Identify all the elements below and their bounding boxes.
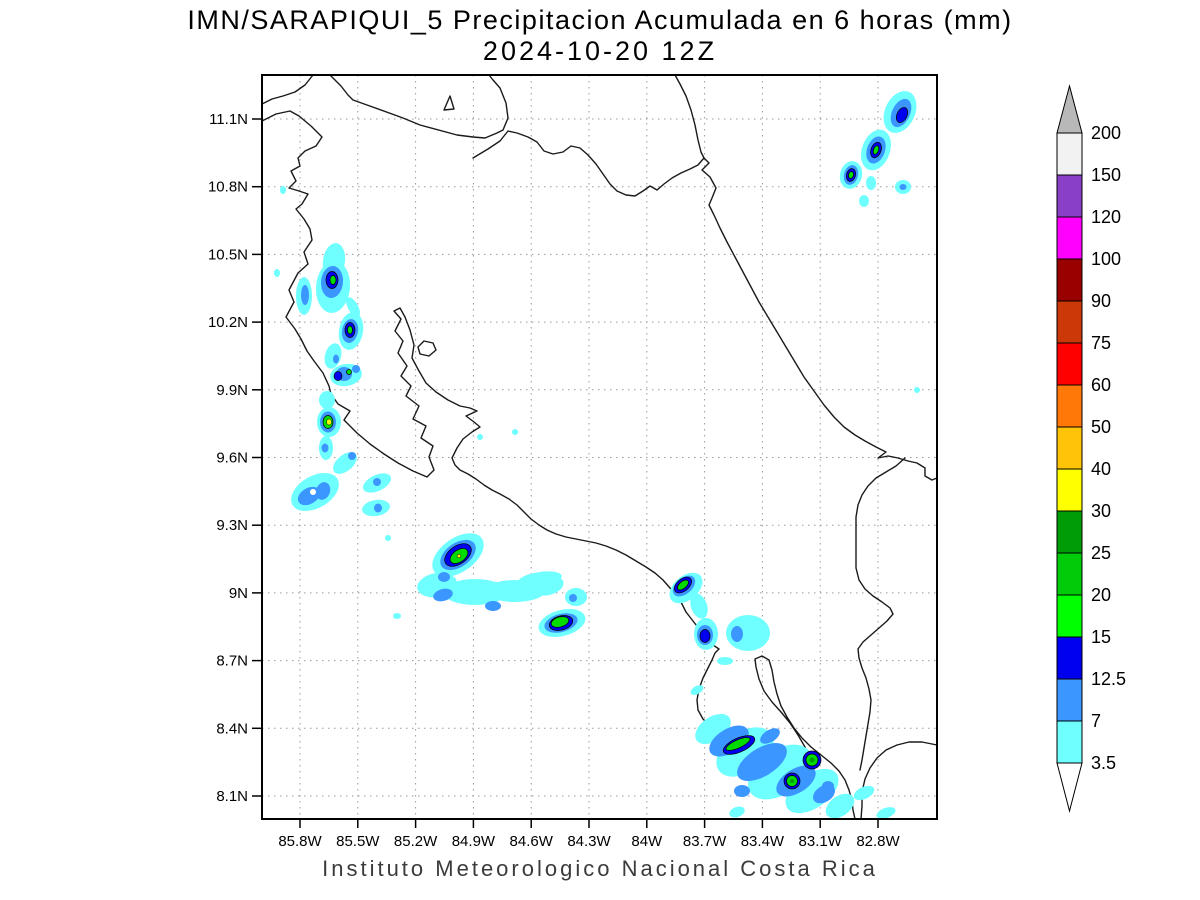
colorbar-segment xyxy=(1056,636,1083,680)
graticule-gridlines xyxy=(262,75,937,819)
colorbar-label: 25 xyxy=(1091,543,1111,563)
colorbar-label: 90 xyxy=(1091,291,1111,311)
lon-tick-label: 83.7W xyxy=(683,833,727,850)
colorbar-legend: 200 150 120 100 90 75 60 50 40 30 25 20 15 12.5 7 3.5 xyxy=(1056,84,1126,813)
lon-tick-label: 84.9W xyxy=(452,833,496,850)
colorbar-segment xyxy=(1056,552,1083,596)
lon-tick-label: 82.8W xyxy=(856,833,900,850)
lat-tick-label: 11.1N xyxy=(209,111,248,128)
colorbar-segment xyxy=(1056,258,1083,302)
colorbar-label: 120 xyxy=(1091,207,1121,227)
colorbar-segment xyxy=(1056,132,1083,176)
ometepe-island xyxy=(443,95,455,111)
colorbar-segment xyxy=(1056,468,1083,512)
valid-time-subtitle: 2024-10-20 12Z xyxy=(482,36,718,66)
colorbar-label: 20 xyxy=(1091,585,1111,605)
colorbar-segment xyxy=(1056,342,1083,386)
axis-ticks xyxy=(252,118,879,828)
nicaragua-pacific-coast xyxy=(261,74,314,105)
lat-tick-label: 8.4N xyxy=(216,720,248,737)
colorbar-segment xyxy=(1056,678,1083,722)
colorbar-label: 12.5 xyxy=(1091,669,1126,689)
colorbar-label: 7 xyxy=(1091,711,1101,731)
lon-tick-label: 85.2W xyxy=(394,833,438,850)
caribbean-coast-nicaragua-north xyxy=(674,74,705,159)
colorbar-label: 40 xyxy=(1091,459,1111,479)
panama-border xyxy=(855,457,906,771)
colorbar-label: 100 xyxy=(1091,249,1121,269)
nicaragua-border-and-caribbean-coast xyxy=(472,130,938,481)
colorbar-segment xyxy=(1056,594,1083,638)
colorbar-label: 30 xyxy=(1091,501,1111,521)
lat-tick-label: 8.1N xyxy=(216,788,248,805)
lon-tick-label: 84.6W xyxy=(510,833,554,850)
colorbar-label: 200 xyxy=(1091,123,1121,143)
axis-labels: 11.1N 10.8N 10.5N 10.2N 9.9N 9.6N 9.3N 9N 8.7N 8.… xyxy=(208,111,901,850)
lat-tick-label: 8.7N xyxy=(216,653,248,670)
contour-hole xyxy=(310,489,316,495)
colorbar-segment xyxy=(1056,720,1083,764)
page-title: IMN/SARAPIQUI_5 Precipitacion Acumulada … xyxy=(187,5,1013,35)
colorbar-label: 15 xyxy=(1091,627,1111,647)
colorbar-segment xyxy=(1056,216,1083,260)
plot-frame xyxy=(261,74,938,820)
precip-band-7-12p5 xyxy=(297,98,912,804)
colorbar-segment xyxy=(1056,426,1083,470)
colorbar-label: 150 xyxy=(1091,165,1121,185)
colorbar-label: 3.5 xyxy=(1091,753,1116,773)
isla-chira xyxy=(417,340,437,357)
lake-nicaragua-shore xyxy=(329,74,509,139)
colorbar-over-arrow xyxy=(1056,84,1083,134)
colorbar-label: 60 xyxy=(1091,375,1111,395)
lon-tick-label: 83.1W xyxy=(799,833,843,850)
lat-tick-label: 9.9N xyxy=(216,382,248,399)
lat-tick-label: 9.6N xyxy=(216,450,248,467)
lon-tick-label: 85.5W xyxy=(336,833,380,850)
colorbar-label: 75 xyxy=(1091,333,1111,353)
lon-tick-label: 84W xyxy=(631,833,663,850)
precip-band-30-40 xyxy=(326,418,462,559)
lat-tick-label: 10.8N xyxy=(208,179,248,196)
precip-band-15-25 xyxy=(322,145,880,787)
lat-tick-label: 9N xyxy=(229,585,248,602)
colorbar-segment xyxy=(1056,174,1083,218)
lon-tick-label: 84.3W xyxy=(567,833,611,850)
lon-tick-label: 85.8W xyxy=(278,833,322,850)
footer-credit: Instituto Meteorologico Nacional Costa R… xyxy=(322,856,878,881)
colorbar-under-arrow xyxy=(1056,762,1083,813)
lat-tick-label: 10.2N xyxy=(208,314,248,331)
precip-band-3p5-7 xyxy=(274,91,920,819)
lon-tick-label: 83.4W xyxy=(741,833,785,850)
punta-burica-east-coast xyxy=(860,741,938,820)
colorbar-segment xyxy=(1056,510,1083,554)
precip-blobs xyxy=(274,91,920,819)
precip-band-20-25 xyxy=(790,757,815,783)
precip-band-12p5-15 xyxy=(325,107,909,790)
colorbar-label: 50 xyxy=(1091,417,1111,437)
colorbar-segment xyxy=(1056,384,1083,428)
lat-tick-label: 9.3N xyxy=(216,517,248,534)
lat-tick-label: 10.5N xyxy=(208,246,248,263)
colorbar-segment xyxy=(1056,300,1083,344)
